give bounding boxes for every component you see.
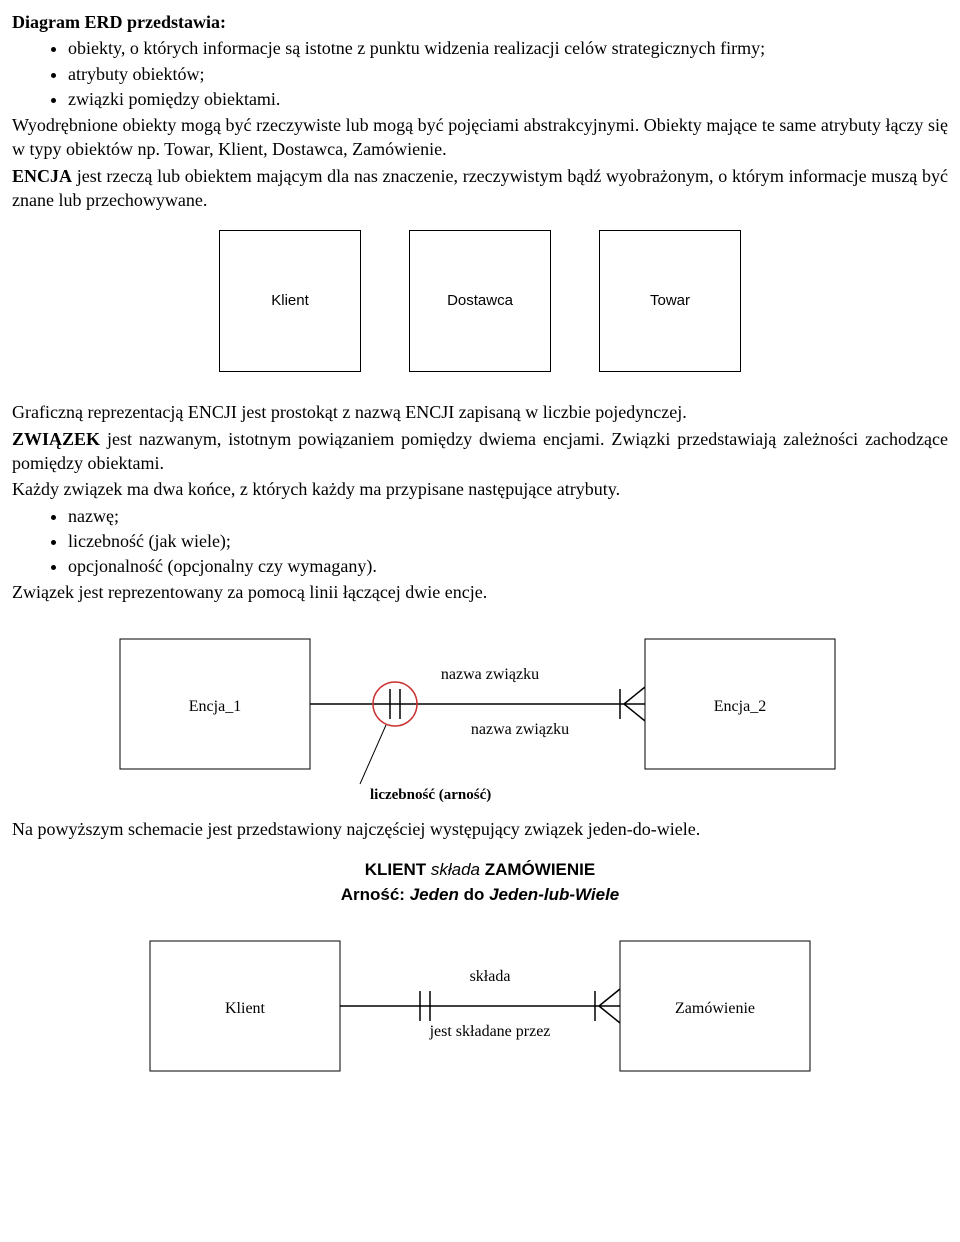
para-zwiazek: ZWIĄZEK jest nazwanym, istotnym powiązan… [12,427,948,476]
bullet-item: atrybuty obiektów; [68,62,948,86]
t2-arnosc: Arność: [341,885,410,904]
relationship-diagram-generic: Encja_1 Encja_2 nazwa związku nazwa zwią… [90,619,870,809]
bullet-item: nazwę; [68,504,948,528]
bullet-item: liczebność (jak wiele); [68,529,948,553]
para-graficzna: Graficzną reprezentacją ENCJI jest prost… [12,400,948,424]
rel1-left-label: Encja_1 [189,698,241,715]
t2-do: do [459,885,489,904]
title-klient-zamowienie-line1: KLIENT składa ZAMÓWIENIE [12,859,948,882]
para-schemat: Na powyższym schemacie jest przedstawion… [12,817,948,841]
bullet-item: obiekty, o których informacje są istotne… [68,36,948,60]
bullet-item: związki pomiędzy obiektami. [68,87,948,111]
encja-rest: jest rzeczą lub obiektem mającym dla nas… [12,166,948,210]
rel1-crow1 [624,687,645,704]
para-encja: ENCJA jest rzeczą lub obiektem mającym d… [12,164,948,213]
rel1-bottom-label: nazwa związku [471,721,569,738]
rel1-crow2 [624,704,645,721]
rel2-bottom-label: jest składane przez [429,1023,551,1040]
rel2-top-label: składa [470,968,511,985]
entity-box-klient: Klient [219,230,361,372]
rel2-left-label: Klient [225,1000,266,1017]
para-linia: Związek jest reprezentowany za pomocą li… [12,580,948,604]
bullets-erd: obiekty, o których informacje są istotne… [12,36,948,111]
zwiazek-bold: ZWIĄZEK [12,429,100,449]
rel1-card-label: liczebność (arność) [370,787,491,803]
t2-sklada: składa [426,860,485,879]
entities-diagram: Klient Dostawca Towar [12,230,948,372]
title-klient-zamowienie-line2: Arność: Jeden do Jeden-lub-Wiele [12,884,948,907]
entity-box-dostawca: Dostawca [409,230,551,372]
bullet-item: opcjonalność (opcjonalny czy wymagany). [68,554,948,578]
entity-row: Klient Dostawca Towar [12,230,948,372]
rel2-crow2 [599,1006,620,1023]
entity-box-towar: Towar [599,230,741,372]
encja-bold: ENCJA [12,166,72,186]
bullets-konce: nazwę; liczebność (jak wiele); opcjonaln… [12,504,948,579]
heading-erd: Diagram ERD przedstawia: [12,10,948,34]
rel1-pointer-line [360,725,386,784]
t2-jeden: Jeden [410,885,459,904]
heading-erd-text: Diagram ERD przedstawia: [12,12,226,32]
zwiazek-rest: jest nazwanym, istotnym powiązaniem pomi… [12,429,948,473]
rel1-right-label: Encja_2 [714,698,766,715]
rel2-crow1 [599,989,620,1006]
t2-jedenwiele: Jeden-lub-Wiele [489,885,619,904]
rel1-top-label: nazwa związku [441,666,539,683]
para-konce: Każdy związek ma dwa końce, z których ka… [12,477,948,501]
para-objects: Wyodrębnione obiekty mogą być rzeczywist… [12,113,948,162]
t2-klient: KLIENT [365,860,426,879]
t2-zamowienie: ZAMÓWIENIE [485,860,596,879]
relationship-diagram-klient-zamowienie: Klient Zamówienie składa jest składane p… [90,921,870,1091]
rel2-right-label: Zamówienie [675,1000,755,1017]
